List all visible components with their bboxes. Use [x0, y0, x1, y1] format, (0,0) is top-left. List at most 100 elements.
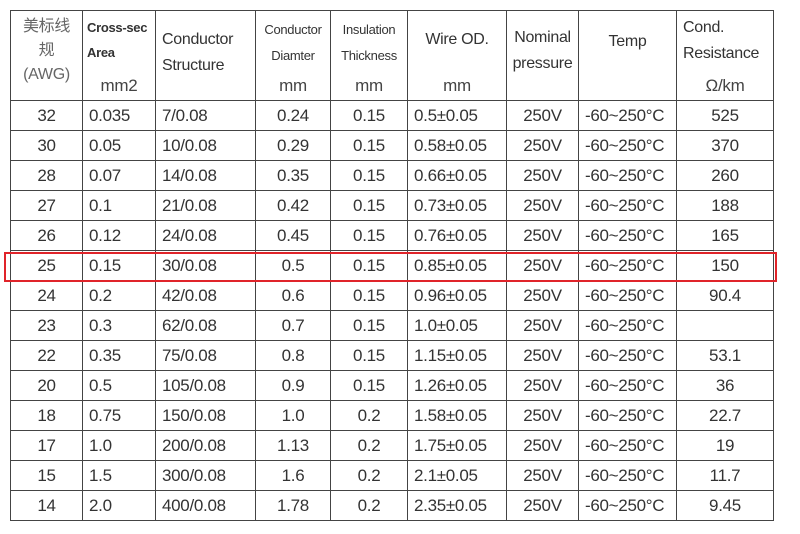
cell-area: 1.5: [82, 460, 156, 491]
cell-resistance: 19: [676, 430, 774, 461]
cell-diameter: 0.6: [255, 280, 331, 311]
cell-structure: 400/0.08: [155, 490, 256, 521]
cell-insulation: 0.15: [330, 190, 408, 221]
header-structure: Conductor Structure: [155, 10, 256, 101]
header-wire-od: Wire OD. mm: [407, 10, 507, 101]
cell-wire-od: 1.15±0.05: [407, 340, 507, 371]
cell-wire-od: 1.0±0.05: [407, 310, 507, 341]
cell-temp: -60~250°C: [578, 370, 677, 401]
cell-awg: 27: [10, 190, 83, 221]
wire-spec-table: 美标线规(AWG) Cross-sec Area mm2 Conductor St…: [10, 10, 774, 521]
cell-diameter: 0.29: [255, 130, 331, 161]
cell-insulation: 0.2: [330, 400, 408, 431]
cell-temp: -60~250°C: [578, 130, 677, 161]
cell-pressure: 250V: [506, 160, 579, 191]
cell-diameter: 0.35: [255, 160, 331, 191]
cell-diameter: 0.45: [255, 220, 331, 251]
table-row: 20 0.5 105/0.08 0.9 0.15 1.26±0.05 250V -60~250…: [10, 370, 774, 401]
table-row: 27 0.1 21/0.08 0.42 0.15 0.73±0.05 250V -60~250…: [10, 190, 774, 221]
cell-pressure: 250V: [506, 430, 579, 461]
cell-insulation: 0.15: [330, 160, 408, 191]
cell-awg: 23: [10, 310, 83, 341]
cell-diameter: 1.0: [255, 400, 331, 431]
cell-structure: 14/0.08: [155, 160, 256, 191]
cell-awg: 14: [10, 490, 83, 521]
cell-resistance: 9.45: [676, 490, 774, 521]
cell-insulation: 0.15: [330, 130, 408, 161]
cell-area: 0.15: [82, 250, 156, 281]
cell-resistance: 53.1: [676, 340, 774, 371]
cell-resistance: 22.7: [676, 400, 774, 431]
cell-wire-od: 0.58±0.05: [407, 130, 507, 161]
cell-pressure: 250V: [506, 370, 579, 401]
table-row: 23 0.3 62/0.08 0.7 0.15 1.0±0.05 250V -60~250°C: [10, 310, 774, 341]
cell-area: 2.0: [82, 490, 156, 521]
cell-diameter: 0.24: [255, 100, 331, 131]
table-row: 26 0.12 24/0.08 0.45 0.15 0.76±0.05 250V -60~25…: [10, 220, 774, 251]
cell-insulation: 0.2: [330, 430, 408, 461]
cell-insulation: 0.15: [330, 250, 408, 281]
cell-area: 0.1: [82, 190, 156, 221]
table-row: 14 2.0 400/0.08 1.78 0.2 2.35±0.05 250V -60~250…: [10, 490, 774, 521]
cell-diameter: 0.7: [255, 310, 331, 341]
cell-wire-od: 2.1±0.05: [407, 460, 507, 491]
cell-pressure: 250V: [506, 250, 579, 281]
cell-temp: -60~250°C: [578, 400, 677, 431]
header-resistance: Cond. Resistance Ω/km: [676, 10, 774, 101]
cell-diameter: 1.13: [255, 430, 331, 461]
cell-pressure: 250V: [506, 280, 579, 311]
cell-area: 0.75: [82, 400, 156, 431]
cell-resistance: 165: [676, 220, 774, 251]
cell-diameter: 0.9: [255, 370, 331, 401]
cell-diameter: 0.42: [255, 190, 331, 221]
table-row: 18 0.75 150/0.08 1.0 0.2 1.58±0.05 250V -60~250…: [10, 400, 774, 431]
cell-structure: 105/0.08: [155, 370, 256, 401]
cell-structure: 7/0.08: [155, 100, 256, 131]
cell-structure: 200/0.08: [155, 430, 256, 461]
table-row: 24 0.2 42/0.08 0.6 0.15 0.96±0.05 250V -60~250°…: [10, 280, 774, 311]
header-diameter: Conductor Diamter mm: [255, 10, 331, 101]
cell-insulation: 0.15: [330, 100, 408, 131]
table-row: 22 0.35 75/0.08 0.8 0.15 1.15±0.05 250V -60~250…: [10, 340, 774, 371]
cell-awg: 15: [10, 460, 83, 491]
cell-structure: 24/0.08: [155, 220, 256, 251]
header-row: 美标线规(AWG) Cross-sec Area mm2 Conductor St…: [10, 10, 774, 101]
cell-pressure: 250V: [506, 100, 579, 131]
cell-area: 0.35: [82, 340, 156, 371]
cell-area: 0.035: [82, 100, 156, 131]
cell-wire-od: 1.58±0.05: [407, 400, 507, 431]
table-row: 17 1.0 200/0.08 1.13 0.2 1.75±0.05 250V -60~250…: [10, 430, 774, 461]
table-row: 28 0.07 14/0.08 0.35 0.15 0.66±0.05 250V -60~25…: [10, 160, 774, 191]
header-pressure: Nominal pressure: [506, 10, 579, 101]
cell-wire-od: 0.66±0.05: [407, 160, 507, 191]
cell-wire-od: 0.73±0.05: [407, 190, 507, 221]
cell-area: 0.2: [82, 280, 156, 311]
cell-awg: 28: [10, 160, 83, 191]
cell-diameter: 0.5: [255, 250, 331, 281]
header-temp: Temp: [578, 10, 677, 101]
cell-resistance: 90.4: [676, 280, 774, 311]
cell-pressure: 250V: [506, 340, 579, 371]
cell-insulation: 0.2: [330, 490, 408, 521]
cell-awg: 26: [10, 220, 83, 251]
cell-area: 0.05: [82, 130, 156, 161]
cell-structure: 300/0.08: [155, 460, 256, 491]
cell-area: 1.0: [82, 430, 156, 461]
cell-area: 0.3: [82, 310, 156, 341]
cell-structure: 62/0.08: [155, 310, 256, 341]
cell-temp: -60~250°C: [578, 160, 677, 191]
cell-pressure: 250V: [506, 490, 579, 521]
cell-insulation: 0.15: [330, 370, 408, 401]
cell-diameter: 1.6: [255, 460, 331, 491]
cell-resistance: 11.7: [676, 460, 774, 491]
cell-insulation: 0.15: [330, 310, 408, 341]
cell-temp: -60~250°C: [578, 490, 677, 521]
cell-area: 0.12: [82, 220, 156, 251]
cell-structure: 42/0.08: [155, 280, 256, 311]
cell-diameter: 1.78: [255, 490, 331, 521]
table-row: 25 0.15 30/0.08 0.5 0.15 0.85±0.05 250V -60~250…: [10, 250, 774, 281]
cell-wire-od: 1.75±0.05: [407, 430, 507, 461]
cell-pressure: 250V: [506, 460, 579, 491]
cell-structure: 30/0.08: [155, 250, 256, 281]
header-area: Cross-sec Area mm2: [82, 10, 156, 101]
